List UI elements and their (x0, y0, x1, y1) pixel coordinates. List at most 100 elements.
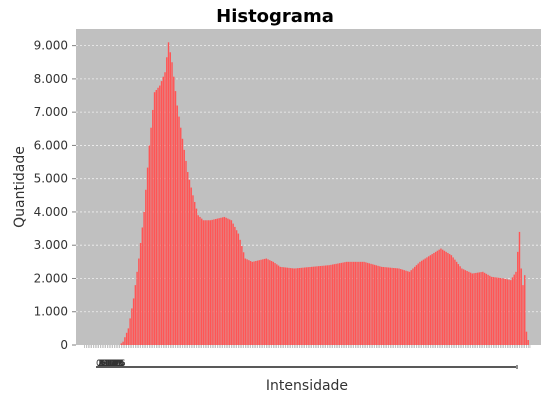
histogram-bar (489, 275, 491, 345)
histogram-bar (146, 167, 149, 345)
histogram-bar (490, 276, 493, 345)
histogram-bar (438, 249, 440, 345)
histogram-bar (510, 280, 512, 345)
y-tick-label: 2.000 (34, 271, 68, 285)
histogram-bars (120, 42, 529, 346)
histogram-bar (302, 267, 304, 345)
histogram-bar (290, 268, 292, 345)
histogram-bar (138, 258, 140, 345)
histogram-bar (485, 273, 488, 345)
histogram-bar (358, 261, 360, 345)
histogram-bar (297, 268, 299, 345)
histogram-bar (132, 298, 135, 345)
histogram-bar (225, 217, 227, 345)
y-tick-label: 9.000 (34, 39, 68, 53)
histogram-bar (370, 263, 372, 345)
histogram-bar (511, 277, 514, 345)
histogram-bar (188, 179, 191, 345)
histogram-bar (169, 52, 171, 345)
histogram-bar (279, 266, 281, 345)
x-tick-label: 23 (112, 359, 123, 369)
histogram-bar (131, 308, 133, 345)
x-tick-label: 25 (114, 359, 125, 369)
histogram-bar (483, 272, 486, 345)
x-tick-label: 17 (108, 359, 119, 369)
histogram-bar (331, 264, 334, 345)
histogram-bar (295, 268, 297, 345)
x-tick-label: 24 (113, 359, 125, 369)
histogram-bar (265, 258, 268, 345)
histogram-bar (328, 265, 330, 345)
histogram-bar (253, 261, 255, 345)
x-tick-label: 15 (107, 359, 118, 369)
histogram-bar (155, 89, 158, 345)
x-tick-label: 21 (111, 359, 122, 369)
histogram-bar (220, 217, 222, 345)
histogram-bar (125, 332, 128, 345)
x-tick-label: 1 (97, 359, 103, 369)
y-tick-label: 5.000 (34, 172, 68, 186)
x-tick-label: 7 (101, 359, 107, 369)
y-tick-label: 7.000 (34, 105, 68, 119)
x-tick-label: 20 (110, 359, 122, 369)
histogram-bar (434, 251, 437, 345)
histogram-bar (518, 231, 521, 345)
histogram-bar (361, 261, 364, 345)
histogram-bar (520, 268, 522, 345)
histogram-bar (291, 268, 294, 345)
histogram-bar (508, 279, 510, 345)
histogram-bar (366, 262, 369, 345)
histogram-bar (455, 261, 458, 345)
histogram-bar (440, 248, 442, 345)
histogram-bar (269, 260, 271, 345)
histogram-bar (150, 127, 152, 346)
histogram-bar (242, 252, 245, 345)
histogram-bar (375, 265, 378, 345)
histogram-bar (457, 264, 460, 345)
x-tick-label: 8 (102, 359, 108, 369)
histogram-bar (351, 261, 353, 345)
histogram-bar (241, 246, 243, 345)
histogram-bar (270, 261, 273, 345)
histogram-bar (401, 269, 404, 345)
histogram-bar (326, 265, 329, 345)
histogram-bar (394, 268, 397, 345)
histogram-bar (180, 127, 182, 346)
histogram-bar (337, 263, 339, 345)
histogram-bar (352, 261, 355, 345)
histogram-bar (359, 261, 362, 345)
histogram-bar (422, 259, 425, 345)
histogram-bar (431, 254, 433, 345)
histogram-bar (354, 261, 357, 345)
histogram-bar (246, 259, 248, 345)
x-tick-label: 5 (100, 359, 106, 369)
x-tick-label: 14 (106, 359, 118, 369)
histogram-bar (321, 265, 323, 345)
histogram-bar (141, 227, 144, 345)
histogram-bar (312, 266, 315, 345)
histogram-bar (127, 328, 130, 345)
y-axis: 0 1.000 2.000 3.000 4.000 5.000 6.000 7.000 8.00… (34, 39, 76, 352)
histogram-bar (174, 91, 177, 345)
histogram-bar (487, 274, 489, 345)
histogram-bar (441, 249, 444, 345)
histogram-bar (393, 268, 395, 345)
histogram-bar (524, 275, 526, 345)
histogram-bar (120, 343, 123, 345)
histogram-bar (134, 285, 137, 345)
histogram-bar (232, 223, 234, 345)
histogram-bar (209, 220, 212, 345)
histogram-bar (167, 42, 170, 346)
histogram-bar (417, 263, 419, 345)
histogram-bar (482, 271, 484, 345)
histogram-bar (192, 195, 194, 345)
histogram-bar (277, 265, 280, 345)
histogram-bar (363, 261, 365, 345)
histogram-bar (419, 261, 421, 345)
histogram-bar (405, 270, 407, 345)
x-tick-label: 6 (100, 359, 106, 369)
x-tick-label: 22 (111, 359, 122, 369)
histogram-bar (461, 268, 463, 345)
histogram-bar (288, 267, 290, 345)
histogram-bar (310, 266, 313, 345)
